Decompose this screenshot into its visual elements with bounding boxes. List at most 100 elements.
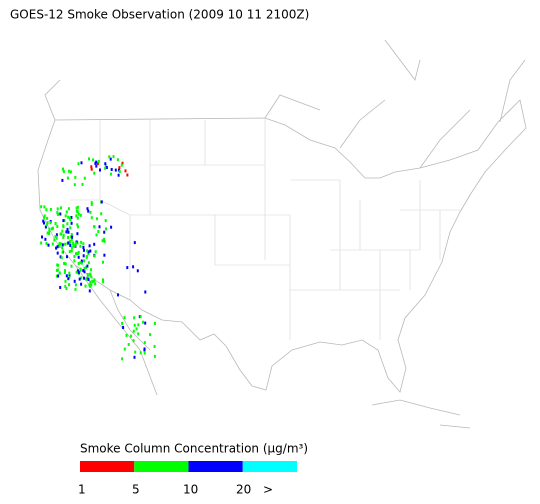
us-outline (37, 99, 527, 393)
smoke-pixel (90, 283, 93, 287)
smoke-pixel (65, 287, 68, 290)
smoke-pixel (61, 243, 64, 247)
smoke-pixel (57, 263, 60, 267)
smoke-pixel (77, 262, 80, 265)
smoke-pixel (127, 343, 130, 346)
smoke-pixel (80, 282, 83, 286)
smoke-pixel (79, 268, 82, 272)
smoke-pixel (116, 158, 119, 162)
smoke-pixel (149, 333, 152, 337)
smoke-pixel (67, 215, 70, 219)
smoke-pixel (65, 210, 68, 214)
smoke-pixel (143, 351, 146, 355)
smoke-pixel (118, 166, 121, 170)
smoke-pixel (129, 334, 132, 338)
smoke-pixel (65, 274, 68, 278)
smoke-pixel (123, 316, 126, 320)
smoke-pixel (49, 221, 52, 225)
smoke-pixel (121, 357, 124, 361)
smoke-pixel (123, 347, 126, 351)
smoke-pixel (143, 341, 146, 345)
smoke-pixel (83, 270, 86, 274)
smoke-pixel (69, 244, 72, 247)
smoke-pixel (79, 244, 82, 248)
smoke-pixel (80, 259, 83, 263)
smoke-pixel (79, 261, 82, 265)
smoke-pixel (57, 274, 60, 278)
smoke-pixel (56, 211, 59, 215)
smoke-pixel (78, 277, 81, 281)
smoke-pixel (76, 223, 79, 227)
smoke-pixel (90, 201, 93, 205)
smoke-pixel (52, 226, 54, 230)
smoke-pixel (64, 214, 67, 218)
smoke-pixel (91, 279, 94, 283)
smoke-pixel (44, 237, 47, 241)
smoke-pixel (57, 244, 60, 247)
smoke-pixel (46, 231, 49, 235)
state-lines (70, 118, 460, 340)
smoke-pixel (110, 168, 113, 171)
smoke-pixel (51, 242, 54, 246)
smoke-pixel (153, 354, 156, 358)
smoke-pixel (77, 255, 80, 259)
smoke-pixel (82, 254, 85, 258)
legend-tick-label: 20 (236, 483, 251, 497)
smoke-pixel (43, 221, 45, 225)
smoke-pixel (68, 216, 71, 220)
smoke-pixel (87, 252, 90, 255)
smoke-pixel (77, 250, 80, 254)
smoke-pixel (40, 241, 43, 245)
smoke-pixel (45, 241, 48, 245)
smoke-pixel (45, 208, 48, 212)
smoke-pixel (94, 282, 97, 286)
smoke-pixel (59, 212, 62, 216)
smoke-pixel (133, 241, 136, 245)
smoke-pixel (73, 279, 76, 283)
smoke-pixel (142, 320, 144, 324)
smoke-pixel (59, 206, 62, 210)
smoke-pixel (89, 249, 92, 253)
smoke-pixel (103, 253, 106, 257)
smoke-pixel (70, 216, 73, 219)
smoke-pixel (64, 242, 67, 246)
smoke-pixel (144, 321, 147, 325)
smoke-pixel (49, 208, 52, 211)
smoke-pixel (109, 157, 112, 161)
smoke-pixel (76, 210, 79, 214)
smoke-pixel (82, 269, 85, 273)
smoke-pixel (48, 232, 51, 235)
smoke-pixel (117, 293, 119, 297)
smoke-pixel (56, 207, 59, 211)
smoke-pixel (139, 315, 142, 319)
baja (74, 264, 158, 396)
smoke-pixel (133, 316, 136, 320)
smoke-pixel (77, 225, 79, 229)
smoke-pixel (62, 224, 65, 228)
smoke-pixel (89, 272, 92, 276)
smoke-pixel (62, 170, 65, 174)
smoke-pixel (67, 236, 69, 239)
smoke-pixel (85, 254, 88, 258)
smoke-pixel (139, 351, 142, 355)
smoke-pixel (110, 225, 113, 229)
smoke-pixel (47, 243, 50, 247)
smoke-pixel (121, 321, 124, 325)
smoke-pixel (126, 173, 129, 177)
smoke-pixel (86, 264, 89, 268)
smoke-pixel (105, 227, 107, 231)
smoke-pixel (124, 169, 127, 173)
legend-tick-label: > (263, 483, 273, 497)
smoke-pixel (77, 162, 80, 166)
smoke-pixel (88, 244, 91, 248)
smoke-pixel (43, 214, 46, 218)
smoke-pixel (69, 218, 72, 222)
smoke-pixel (93, 254, 96, 258)
smoke-pixel (93, 171, 96, 175)
smoke-pixel (68, 274, 71, 278)
smoke-pixel (121, 161, 124, 165)
basemap (37, 39, 527, 429)
smoke-pixel (88, 157, 90, 161)
smoke-pixel (60, 242, 62, 246)
